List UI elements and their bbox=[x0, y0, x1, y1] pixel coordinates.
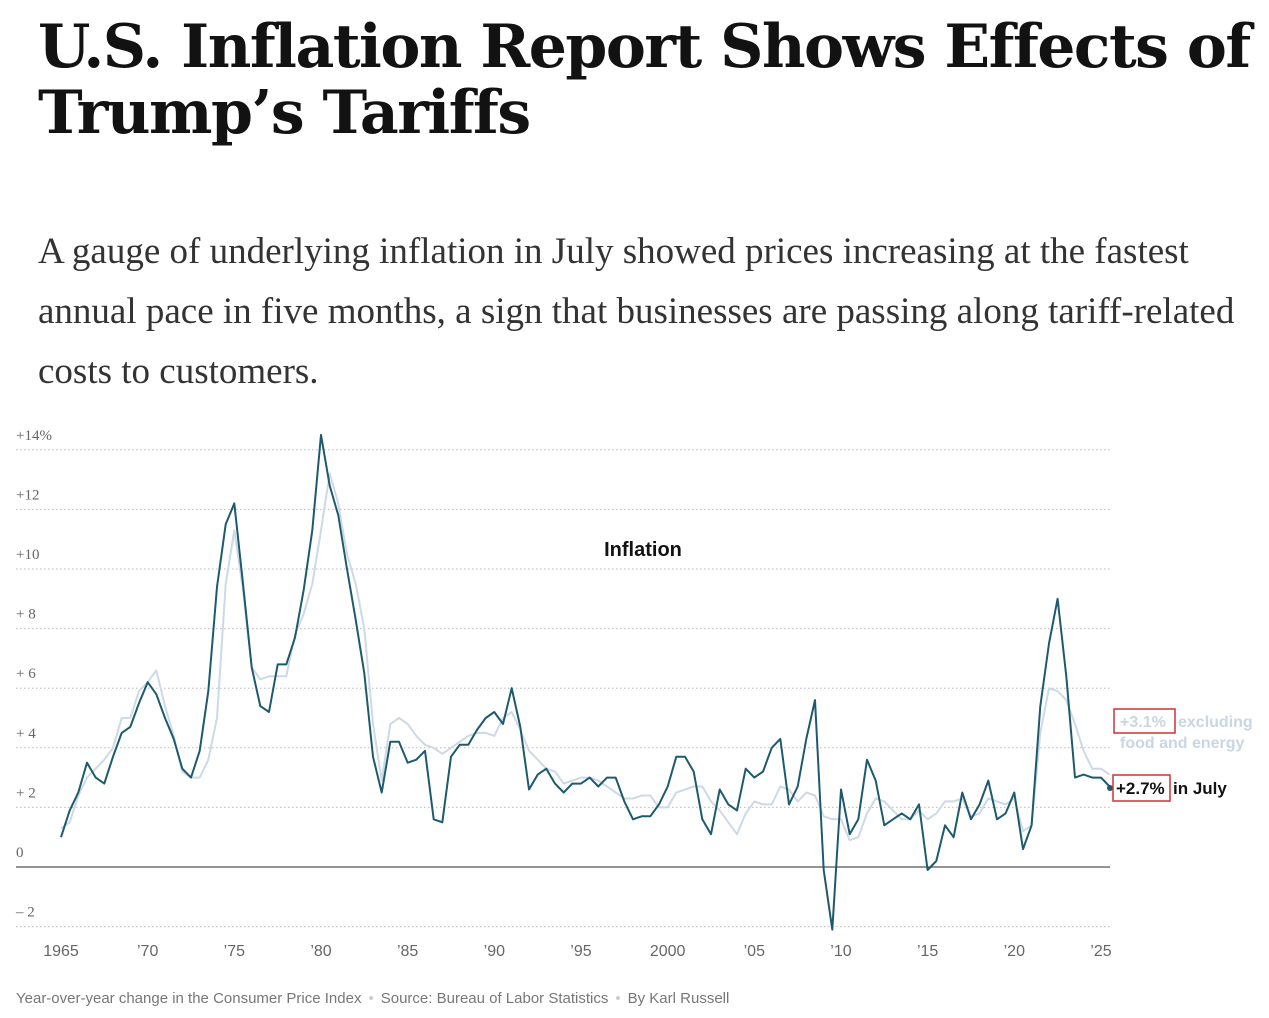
core-label-line2: food and energy bbox=[1120, 735, 1245, 752]
footer-note: Year-over-year change in the Consumer Pr… bbox=[16, 990, 362, 1007]
inflation-chart: +14% +12 +10 + 8 + 6 + 4 + 2 0 – 2 1965 ’70 ’75 ’80… bbox=[15, 430, 1253, 960]
y-tick-label: +12 bbox=[16, 487, 39, 503]
headline-series-line bbox=[60, 433, 1111, 931]
core-series-line bbox=[60, 472, 1111, 842]
x-tick-label: ’70 bbox=[137, 943, 158, 960]
x-tick-label: ’25 bbox=[1090, 943, 1111, 960]
x-tick-label: ’20 bbox=[1004, 943, 1025, 960]
y-tick-label: – 2 bbox=[15, 905, 35, 921]
footer-source: Source: Bureau of Labor Statistics bbox=[380, 990, 609, 1007]
chart-title: Inflation bbox=[604, 539, 682, 561]
y-tick-label: +10 bbox=[16, 547, 39, 563]
highlight-box bbox=[1112, 774, 1171, 802]
series-lines bbox=[60, 433, 1111, 931]
y-tick-label: + 2 bbox=[16, 785, 36, 801]
gridlines bbox=[16, 449, 1110, 928]
chart-footer: Year-over-year change in the Consumer Pr… bbox=[16, 990, 730, 1007]
y-tick-label: +14% bbox=[16, 430, 52, 444]
dek: A gauge of underlying inflation in July … bbox=[38, 231, 1235, 392]
core-annotation: +3.1% excluding food and energy bbox=[1113, 708, 1253, 752]
x-tick-label: ’10 bbox=[830, 943, 851, 960]
y-tick-label: + 6 bbox=[16, 666, 36, 682]
headline-annotation: +2.7% in July bbox=[1107, 774, 1227, 802]
x-tick-label: ’15 bbox=[917, 943, 938, 960]
y-tick-label: 0 bbox=[16, 845, 24, 861]
x-axis-ticks: 1965 ’70 ’75 ’80 ’85 ’90 ’95 2000 ’05 ’10 ’15 ’20 ’2… bbox=[43, 943, 1112, 960]
x-tick-label: ’95 bbox=[570, 943, 591, 960]
x-tick-label: ’85 bbox=[397, 943, 418, 960]
headline: U.S. Inflation Report Shows Effects of T… bbox=[38, 12, 1251, 148]
core-label: excluding bbox=[1178, 714, 1253, 731]
x-tick-label: 1965 bbox=[43, 943, 79, 960]
endpoint-dot bbox=[1107, 785, 1113, 791]
y-axis-ticks: +14% +12 +10 + 8 + 6 + 4 + 2 0 – 2 bbox=[15, 430, 52, 921]
x-tick-label: ’05 bbox=[744, 943, 765, 960]
x-tick-label: 2000 bbox=[650, 943, 686, 960]
x-tick-label: ’90 bbox=[484, 943, 505, 960]
x-tick-label: ’80 bbox=[310, 943, 331, 960]
headline-label: in July bbox=[1173, 779, 1227, 798]
highlight-box bbox=[1113, 708, 1176, 734]
headline-value: +2.7% bbox=[1116, 779, 1165, 798]
footer-byline: By Karl Russell bbox=[627, 990, 730, 1007]
y-tick-label: + 8 bbox=[16, 607, 36, 623]
x-tick-label: ’75 bbox=[224, 943, 245, 960]
core-value: +3.1% bbox=[1120, 714, 1166, 731]
y-tick-label: + 4 bbox=[16, 726, 36, 742]
